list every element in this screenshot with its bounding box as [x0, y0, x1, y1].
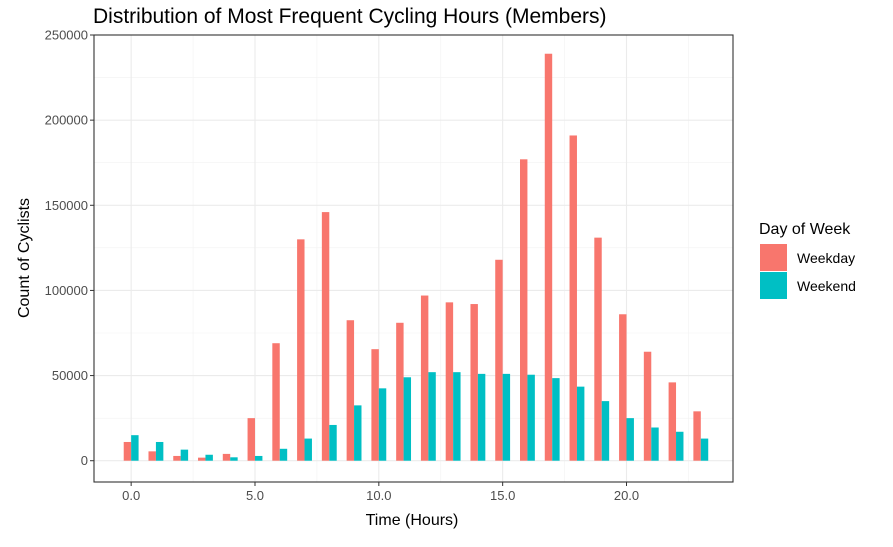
x-tick-label: 20.0 [614, 488, 639, 503]
bar-weekday-hour-2 [173, 455, 181, 461]
bar-weekday-hour-17 [544, 53, 553, 461]
x-tick-label: 10.0 [366, 488, 391, 503]
bar-weekday-hour-15 [495, 259, 503, 461]
y-tick-label: 0 [81, 453, 88, 468]
bar-weekend-hour-7 [304, 438, 312, 461]
bar-weekday-hour-22 [668, 382, 677, 461]
bar-weekday-hour-8 [321, 212, 330, 461]
bar-weekend-hour-19 [601, 401, 610, 461]
bar-weekday-hour-5 [247, 418, 255, 461]
x-axis-title: Time (Hours) [366, 512, 459, 529]
bar-weekend-hour-23 [700, 438, 709, 461]
bar-weekend-hour-4 [230, 457, 238, 461]
bar-weekend-hour-3 [205, 454, 213, 461]
bar-weekday-hour-23 [693, 411, 701, 461]
x-tick-label: 15.0 [490, 488, 515, 503]
bar-weekend-hour-5 [254, 455, 263, 461]
y-tick-label: 200000 [45, 113, 88, 128]
legend-title: Day of Week [759, 221, 851, 238]
bar-weekday-hour-6 [272, 343, 280, 461]
bar-weekday-hour-19 [594, 237, 602, 461]
bar-weekend-hour-1 [155, 441, 164, 461]
plot-area: 0 50000 100000 150000 200000 250000 0.0 5.0 10.0… [45, 28, 734, 503]
bar-weekend-hour-8 [329, 424, 337, 461]
bar-weekday-hour-21 [643, 351, 652, 461]
x-tick-label: 5.0 [246, 488, 264, 503]
bar-weekend-hour-13 [453, 372, 461, 461]
bar-weekday-hour-1 [148, 451, 156, 461]
bar-weekend-hour-2 [180, 449, 189, 461]
bar-weekend-hour-15 [502, 373, 511, 461]
bar-weekday-hour-9 [346, 320, 355, 461]
chart-title: Distribution of Most Frequent Cycling Ho… [93, 5, 607, 28]
bar-weekend-hour-12 [428, 372, 436, 461]
bar-weekday-hour-7 [297, 239, 305, 461]
bar-weekday-hour-18 [569, 135, 577, 461]
bar-weekend-hour-9 [354, 405, 362, 461]
y-tick-label: 250000 [45, 28, 88, 43]
bar-weekday-hour-0 [123, 441, 132, 461]
bar-weekend-hour-17 [552, 378, 560, 461]
bar-weekend-hour-10 [378, 388, 387, 461]
y-tick-label: 50000 [52, 368, 88, 383]
x-tick-label: 0.0 [122, 488, 140, 503]
legend-label-weekday: Weekday [797, 250, 855, 266]
legend: Day of Week Weekday Weekend [759, 221, 856, 299]
bar-weekend-hour-20 [626, 418, 634, 461]
bar-weekend-hour-11 [403, 377, 412, 461]
plot-border [93, 34, 734, 483]
bar-weekday-hour-12 [420, 295, 429, 461]
bar-weekend-hour-18 [576, 386, 585, 461]
bar-weekend-hour-22 [676, 431, 684, 461]
bar-weekend-hour-16 [527, 374, 535, 461]
bar-weekday-hour-10 [371, 349, 379, 461]
bar-weekend-hour-6 [279, 448, 288, 461]
legend-swatch-weekend [760, 272, 787, 299]
bar-weekday-hour-3 [198, 457, 206, 461]
y-tick-label: 100000 [45, 283, 88, 298]
bar-weekday-hour-13 [445, 302, 454, 461]
bar-weekend-hour-21 [651, 427, 659, 461]
bar-weekday-hour-14 [470, 304, 478, 461]
y-axis-title: Count of Cyclists [16, 198, 33, 318]
bar-weekday-hour-16 [520, 159, 528, 461]
bar-weekend-hour-14 [477, 373, 486, 461]
legend-label-weekend: Weekend [797, 278, 856, 294]
bar-weekday-hour-20 [619, 314, 627, 461]
bar-weekday-hour-4 [222, 453, 231, 461]
bar-weekend-hour-0 [131, 435, 139, 461]
bar-weekday-hour-11 [396, 322, 404, 461]
legend-swatch-weekday [760, 244, 787, 271]
y-tick-label: 150000 [45, 198, 88, 213]
